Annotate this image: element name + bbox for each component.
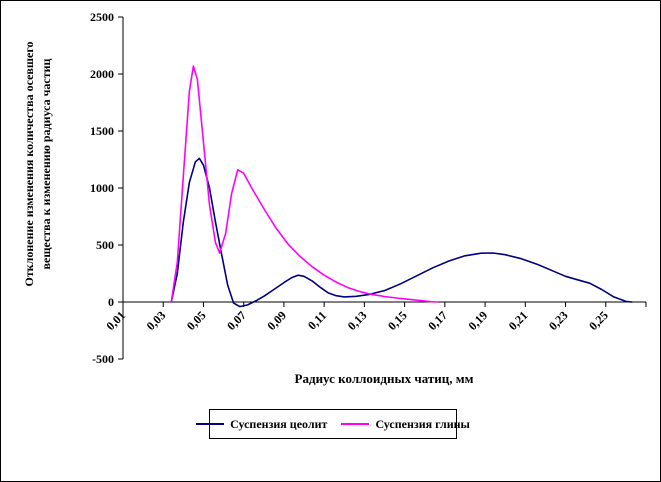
y-tick-label: -500 <box>92 352 114 366</box>
y-tick-label: 1000 <box>90 181 114 195</box>
y-tick-label: 500 <box>96 238 114 252</box>
x-tick-label: 0,09 <box>264 308 289 333</box>
series-line-0 <box>170 157 633 308</box>
legend-item-zeolite: Суспензия цеолит <box>196 417 327 432</box>
y-axis-title-line2: вещества к изменению радиуса частиц <box>39 58 53 270</box>
x-tick-label: 0,19 <box>465 308 490 333</box>
x-tick-label: 0,17 <box>425 308 450 333</box>
x-tick-label: 0,05 <box>184 308 209 333</box>
y-tick-label: 1500 <box>90 124 114 138</box>
x-tick-label: 0,11 <box>305 308 329 332</box>
legend-label-zeolite: Суспензия цеолит <box>230 416 328 431</box>
x-tick-label: 0,03 <box>144 308 169 333</box>
y-tick-label: 2500 <box>90 10 114 24</box>
legend-item-clay: Суспензия глины <box>341 416 470 432</box>
x-tick-label: 0,07 <box>224 308 249 333</box>
y-tick-label: 0 <box>108 295 114 309</box>
legend-line-sample-zeolite <box>196 423 225 425</box>
x-tick-label: 0,01 <box>103 308 128 333</box>
x-tick-label: 0,23 <box>546 308 571 333</box>
series-line-1 <box>170 65 438 303</box>
legend-label-clay: Суспензия глины <box>375 416 470 431</box>
x-axis-title: Радиус коллоидных чатиц, мм <box>294 371 474 386</box>
y-tick-label: 2000 <box>90 67 114 81</box>
x-tick-label: 0,13 <box>345 308 370 333</box>
x-tick-label: 0,21 <box>506 308 531 333</box>
y-axis-title-line1: Отклонение изменения количества осевшего <box>22 41 36 287</box>
legend-line-sample-clay <box>341 423 370 425</box>
y-axis-title: Отклонение изменения количества осевшего… <box>21 1 57 344</box>
legend: Суспензия цеолит Суспензия глины <box>196 409 470 439</box>
x-tick-label: 0,25 <box>586 308 611 333</box>
x-tick-label: 0,15 <box>385 308 410 333</box>
